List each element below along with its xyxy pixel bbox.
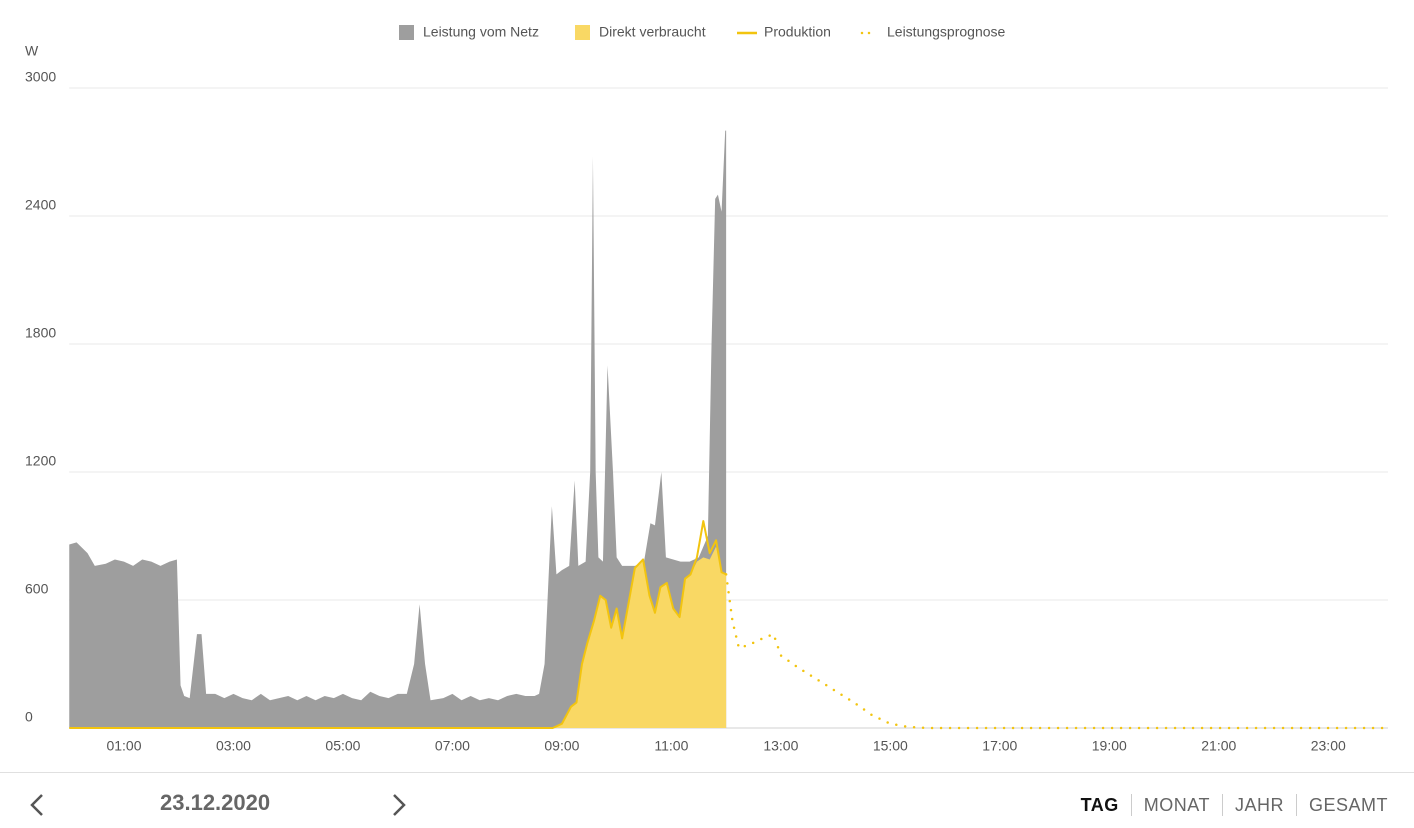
legend-marker (575, 25, 590, 40)
period-tab[interactable]: MONAT (1130, 794, 1222, 816)
y-tick-label: 3000 (25, 69, 56, 85)
navigation-bar: 23.12.2020 TAG MONAT JAHR GESAMT (0, 772, 1414, 828)
y-tick-label: 600 (25, 581, 49, 597)
x-tick-label: 23:00 (1311, 738, 1346, 754)
x-tick-label: 15:00 (873, 738, 908, 754)
y-axis-label: W (25, 43, 39, 59)
x-tick-label: 05:00 (325, 738, 360, 754)
line (69, 520, 727, 729)
x-tick-label: 13:00 (763, 738, 798, 754)
period-tab[interactable]: GESAMT (1295, 794, 1400, 816)
y-tick-label: 1800 (25, 325, 56, 341)
x-tick-label: 01:00 (106, 738, 141, 754)
x-tick-label: 21:00 (1201, 738, 1236, 754)
previous-button[interactable] (26, 791, 50, 819)
legend-label: Leistung vom Netz (423, 24, 539, 40)
y-tick-label: 0 (25, 709, 33, 725)
y-tick-label: 1200 (25, 453, 56, 469)
area (552, 546, 727, 728)
period-tabs: TAG MONAT JAHR GESAMT (1069, 794, 1400, 816)
legend-marker (399, 25, 414, 40)
legend-label: Leistungsprognose (887, 24, 1006, 40)
forecast-line (724, 573, 1385, 730)
period-tab[interactable]: TAG (1080, 795, 1119, 815)
date-label: 23.12.2020 (160, 790, 271, 815)
legend-label: Produktion (764, 24, 831, 40)
x-tick-label: 03:00 (216, 738, 251, 754)
area (69, 130, 727, 729)
chart: W 0 600 1200 1800 2400 3000 01:00 03:00 05:00 07:… (25, 24, 1388, 754)
period-tab[interactable]: JAHR (1221, 794, 1296, 816)
x-tick-label: 11:00 (654, 738, 688, 754)
x-tick-label: 17:00 (982, 738, 1017, 754)
y-tick-label: 2400 (25, 197, 56, 213)
x-tick-label: 19:00 (1092, 738, 1127, 754)
x-tick-label: 09:00 (544, 738, 579, 754)
next-button[interactable] (386, 791, 410, 819)
legend-label: Direkt verbraucht (599, 24, 706, 40)
x-tick-label: 07:00 (435, 738, 470, 754)
